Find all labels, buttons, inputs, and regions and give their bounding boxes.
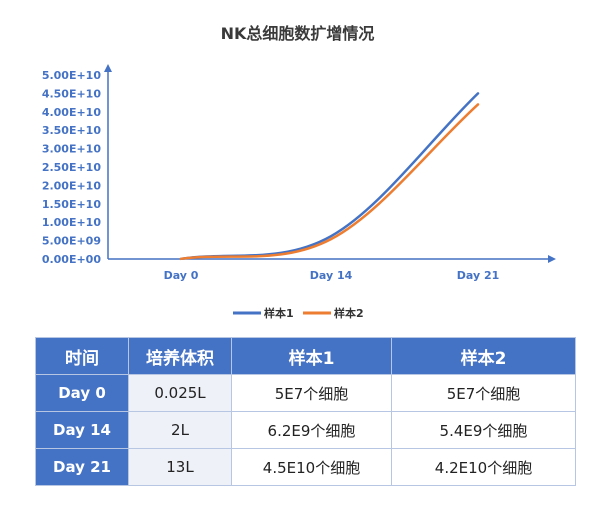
y-tick-label: 4.50E+10 — [42, 87, 102, 100]
legend-label-1: 样本1 — [264, 306, 294, 320]
row-sample-1-cell: 5E7个细胞 — [231, 374, 392, 412]
row-sample-1-cell: 6.2E9个细胞 — [231, 411, 392, 449]
line-chart: 0.00E+00 5.00E+09 1.00E+10 1.50E+10 2.00E+10… — [42, 64, 556, 320]
y-tick-label: 1.00E+10 — [42, 216, 102, 229]
row-sample-2-cell: 5E7个细胞 — [391, 374, 576, 412]
header-time: 时间 — [35, 337, 129, 375]
row-sample-1-cell: 4.5E10个细胞 — [231, 448, 392, 486]
header-sample-2: 样本2 — [391, 337, 576, 375]
row-sample-2-cell: 5.4E9个细胞 — [391, 411, 576, 449]
row-volume-cell: 2L — [128, 411, 232, 449]
y-tick-label: 3.00E+10 — [42, 143, 102, 156]
y-axis-arrow — [104, 64, 112, 72]
y-tick-label: 5.00E+09 — [42, 235, 101, 248]
chart-title: NK总细胞数扩增情况 — [220, 24, 375, 43]
legend-label-2: 样本2 — [334, 306, 364, 320]
y-tick-label: 4.00E+10 — [42, 106, 102, 119]
table-header-row: 时间 培养体积 样本1 样本2 — [35, 337, 576, 375]
table-row: Day 14 2L 6.2E9个细胞 5.4E9个细胞 — [35, 411, 576, 449]
data-table: 时间 培养体积 样本1 样本2 Day 0 0.025L 5E7个细胞 5E7个… — [35, 337, 576, 486]
row-volume-cell: 13L — [128, 448, 232, 486]
header-volume: 培养体积 — [128, 337, 232, 375]
y-tick-label: 5.00E+10 — [42, 69, 102, 82]
y-tick-label: 2.00E+10 — [42, 179, 102, 192]
table-row: Day 21 13L 4.5E10个细胞 4.2E10个细胞 — [35, 448, 576, 486]
row-time-cell: Day 0 — [35, 374, 129, 412]
y-tick-label: 1.50E+10 — [42, 198, 102, 211]
row-volume-cell: 0.025L — [128, 374, 232, 412]
y-tick-label: 2.50E+10 — [42, 161, 102, 174]
table-row: Day 0 0.025L 5E7个细胞 5E7个细胞 — [35, 374, 576, 412]
x-tick-label: Day 14 — [310, 269, 353, 282]
x-tick-label: Day 0 — [164, 269, 199, 282]
x-tick-label: Day 21 — [457, 269, 500, 282]
row-time-cell: Day 21 — [35, 448, 129, 486]
row-sample-2-cell: 4.2E10个细胞 — [391, 448, 576, 486]
y-tick-label: 0.00E+00 — [42, 253, 102, 266]
row-time-cell: Day 14 — [35, 411, 129, 449]
x-axis-arrow — [548, 255, 556, 263]
series-line-1 — [179, 92, 480, 261]
y-tick-label: 3.50E+10 — [42, 124, 102, 137]
header-sample-1: 样本1 — [231, 337, 392, 375]
series-line-2 — [179, 103, 480, 261]
